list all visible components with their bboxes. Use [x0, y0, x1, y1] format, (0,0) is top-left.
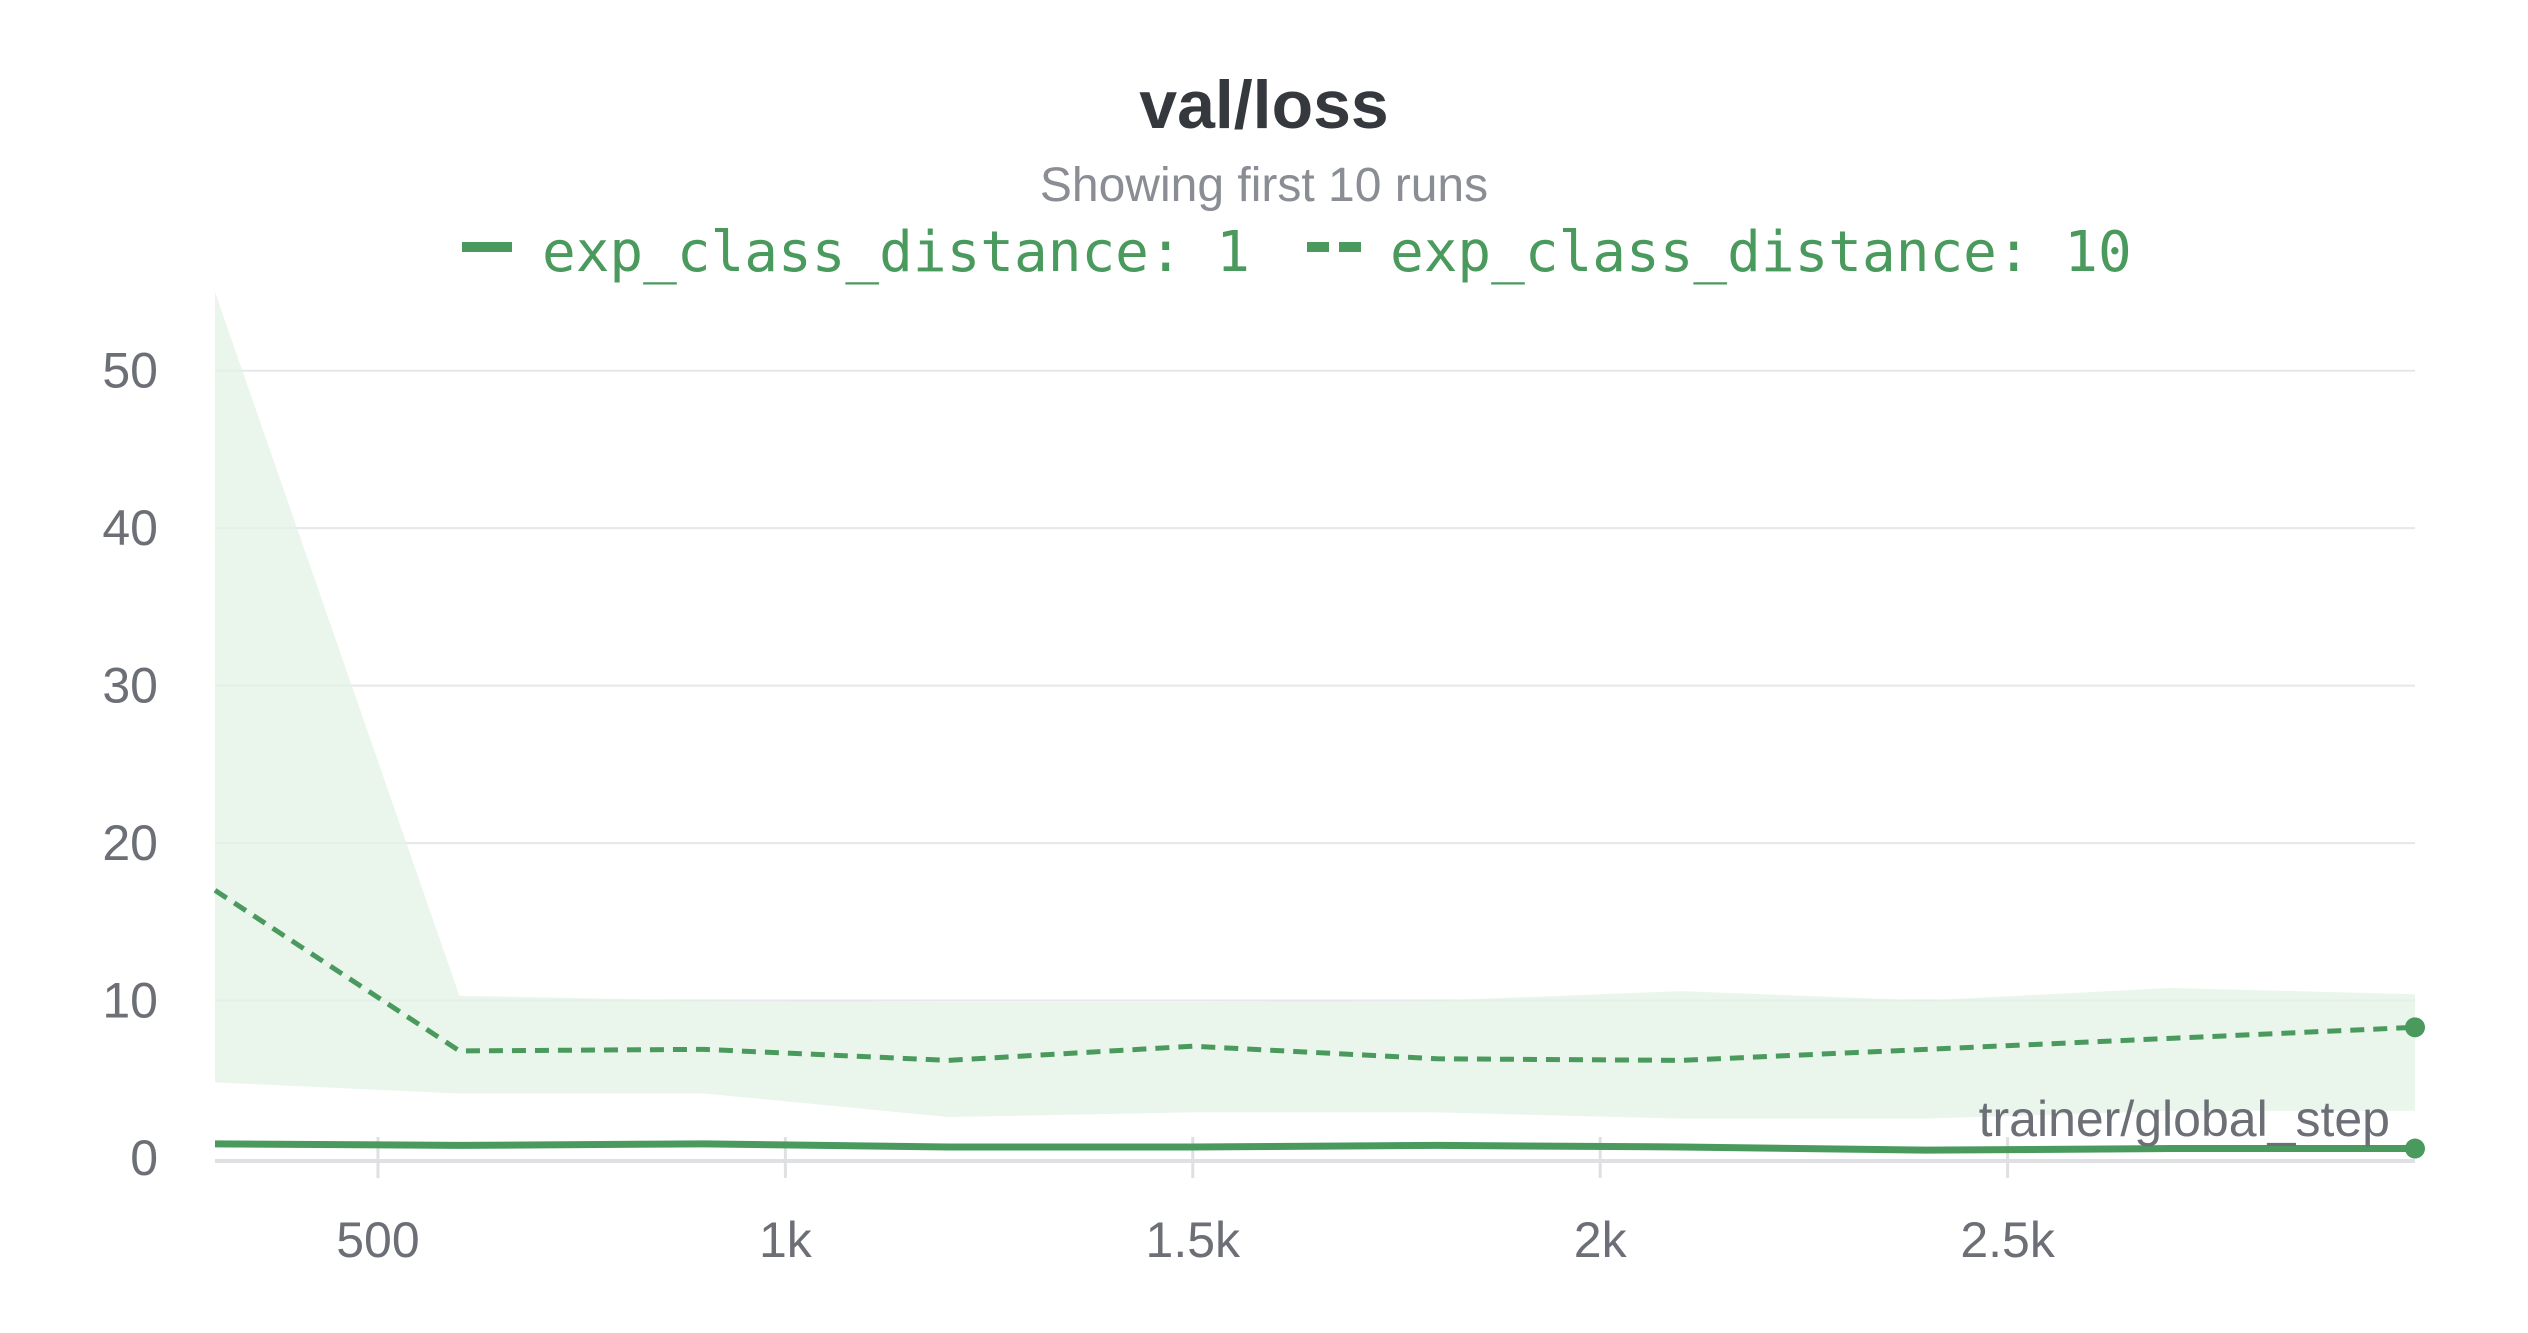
legend: exp_class_distance: 1 exp_class_distance…: [462, 220, 2132, 285]
confidence-band: [215, 292, 2415, 1119]
chart-title: val/loss: [1139, 67, 1389, 143]
x-tick-label: 1.5k: [1146, 1212, 1242, 1268]
series-line: [213, 888, 2416, 1063]
x-axis: 500 1k 1.5k 2k 2.5k: [215, 1137, 2415, 1268]
y-tick-label: 10: [102, 973, 158, 1029]
x-tick-label: 2.5k: [1960, 1212, 2056, 1268]
series-lines: [213, 888, 2425, 1159]
chart-subtitle: Showing first 10 runs: [1040, 159, 1488, 212]
x-tick-label: 500: [336, 1212, 419, 1268]
y-tick-label: 50: [102, 343, 158, 399]
series-line: [214, 1140, 2415, 1154]
confidence-bands: [215, 292, 2415, 1152]
y-axis: 0 10 20 30 40 50: [102, 343, 158, 1186]
y-tick-label: 30: [102, 658, 158, 714]
grid: [215, 369, 2415, 1002]
x-tick-label: 2k: [1574, 1212, 1628, 1268]
y-tick-label: 20: [102, 815, 158, 871]
x-tick-label: 1k: [759, 1212, 813, 1268]
y-tick-label: 0: [130, 1130, 158, 1186]
x-axis-label: trainer/global_step: [1979, 1091, 2390, 1147]
series-end-point: [2405, 1138, 2425, 1159]
y-tick-label: 40: [102, 500, 158, 556]
series-end-point: [2405, 1017, 2425, 1038]
legend-label: exp_class_distance: 10: [1390, 220, 2132, 285]
legend-label: exp_class_distance: 1: [542, 220, 1250, 285]
